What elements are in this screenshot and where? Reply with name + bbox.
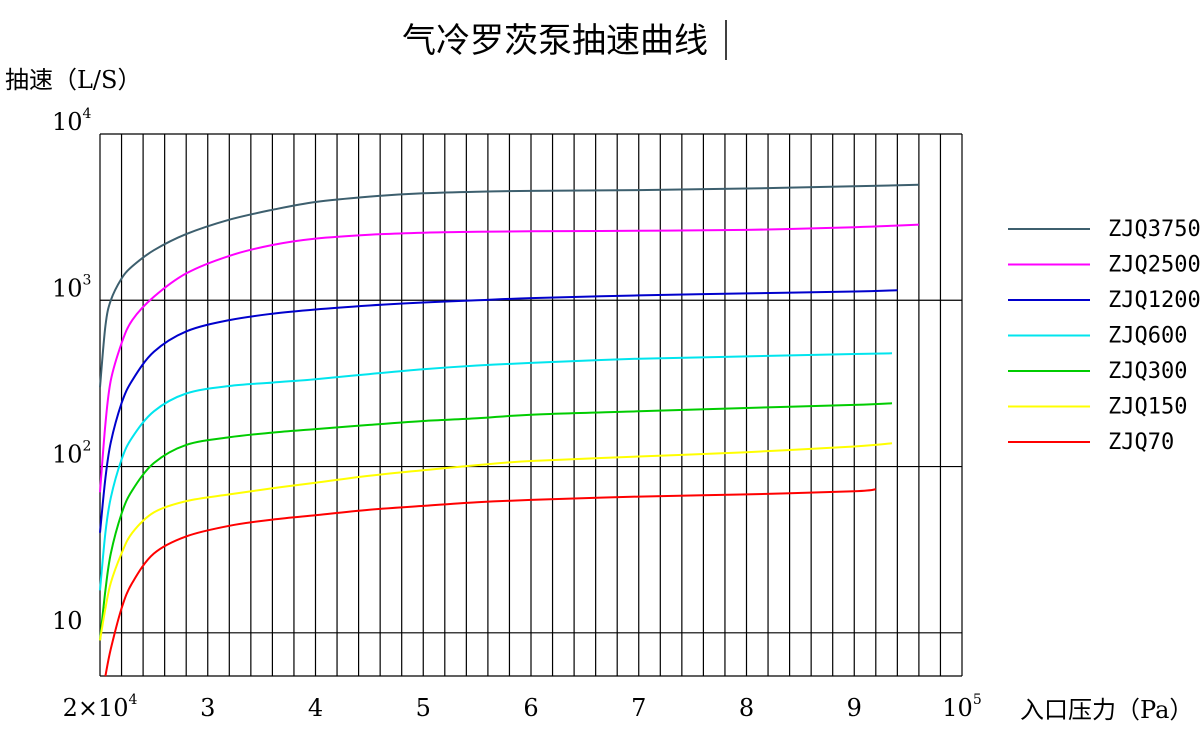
series-line-zjq150 bbox=[99, 442, 893, 641]
legend: ZJQ3750 ZJQ2500 ZJQ1200 ZJQ600 ZJQ300 ZJQ150 Z… bbox=[1008, 217, 1200, 455]
x-tick-label: 105 bbox=[942, 692, 981, 722]
series-line-zjq600 bbox=[99, 352, 893, 591]
y-tick-label-exponent: 2 bbox=[83, 439, 92, 455]
series-line-zjq70 bbox=[104, 488, 876, 677]
y-tick-label: 104 bbox=[52, 106, 92, 136]
legend-label-zjq150: ZJQ150 bbox=[1108, 395, 1187, 420]
y-tick-label-exponent: 4 bbox=[83, 106, 92, 122]
y-tick-label-base: 10 bbox=[52, 607, 83, 635]
legend-label-zjq300: ZJQ300 bbox=[1108, 359, 1187, 384]
x-tick-label: 6 bbox=[523, 694, 538, 722]
x-tick-label-base: 2×10 bbox=[63, 694, 129, 722]
y-tick-label-base: 10 bbox=[52, 108, 83, 136]
x-tick-label-base: 8 bbox=[739, 694, 754, 722]
series-line-zjq300 bbox=[99, 402, 893, 641]
x-tick-label-base: 4 bbox=[308, 694, 323, 722]
x-tick-label: 3 bbox=[200, 694, 215, 722]
series-line-zjq2500 bbox=[99, 223, 919, 493]
x-tick-label-base: 9 bbox=[847, 694, 862, 722]
legend-label-zjq70: ZJQ70 bbox=[1108, 430, 1174, 455]
y-tick-label: 103 bbox=[52, 272, 91, 302]
y-tick-label-base: 10 bbox=[52, 441, 83, 469]
series-line-zjq3750 bbox=[99, 183, 919, 388]
x-tick-label-base: 6 bbox=[523, 694, 538, 722]
series-line-zjq1200 bbox=[99, 289, 898, 533]
x-tick-label: 2×104 bbox=[63, 692, 138, 722]
x-tick-label-base: 10 bbox=[942, 694, 973, 722]
legend-label-zjq2500: ZJQ2500 bbox=[1108, 253, 1200, 278]
chart-title: 气冷罗茨泵抽速曲线 bbox=[402, 21, 708, 61]
x-tick-label-base: 5 bbox=[416, 694, 431, 722]
grid bbox=[99, 133, 963, 677]
series-lines bbox=[99, 183, 919, 677]
y-axis-label: 抽速（L/S） bbox=[5, 66, 141, 94]
x-tick-label: 8 bbox=[739, 694, 754, 722]
x-tick-label-exponent: 5 bbox=[973, 692, 982, 708]
y-tick-label: 10 bbox=[52, 607, 83, 635]
legend-label-zjq600: ZJQ600 bbox=[1108, 324, 1187, 349]
y-tick-label-exponent: 3 bbox=[83, 272, 92, 288]
y-tick-label-base: 10 bbox=[52, 274, 83, 302]
x-tick-label-base: 7 bbox=[631, 694, 646, 722]
legend-label-zjq1200: ZJQ1200 bbox=[1108, 288, 1200, 313]
x-tick-label: 5 bbox=[416, 694, 431, 722]
y-tick-label: 102 bbox=[52, 439, 91, 469]
legend-label-zjq3750: ZJQ3750 bbox=[1108, 217, 1200, 242]
x-tick-label: 7 bbox=[631, 694, 646, 722]
x-tick-label-exponent: 4 bbox=[129, 692, 138, 708]
x-axis-label: 入口压力（Pa） bbox=[1020, 696, 1193, 724]
x-tick-label: 4 bbox=[308, 694, 323, 722]
x-tick-label-base: 3 bbox=[200, 694, 215, 722]
x-tick-label: 9 bbox=[847, 694, 862, 722]
